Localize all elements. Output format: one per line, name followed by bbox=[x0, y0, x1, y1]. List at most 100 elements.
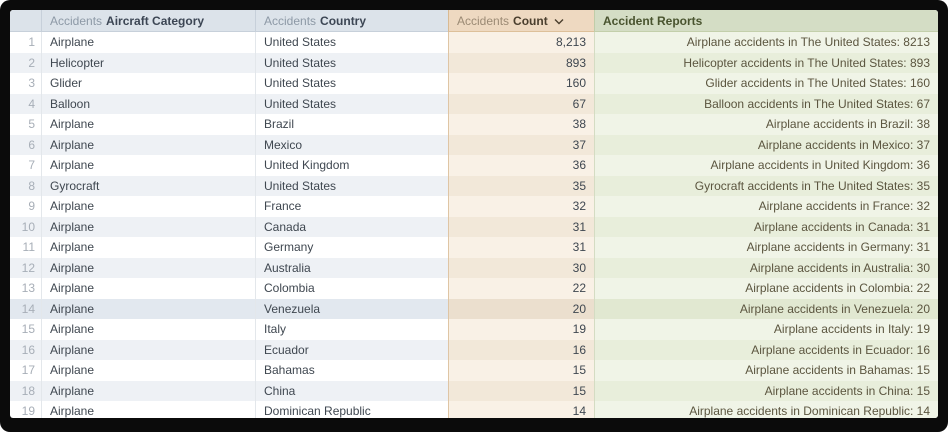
cell-count: 160 bbox=[448, 73, 594, 94]
cell-count: 38 bbox=[448, 114, 594, 135]
cell-country: Bahamas bbox=[264, 363, 315, 377]
cell-country: France bbox=[264, 199, 302, 213]
cell-row-number: 17 bbox=[10, 360, 42, 381]
cell-report: Airplane accidents in Brazil: 38 bbox=[594, 114, 938, 135]
cell-country: United States bbox=[264, 55, 337, 70]
cell-report: Airplane accidents in United Kingdom: 36 bbox=[594, 155, 938, 176]
table-row[interactable]: 14 Airplane Venezuela 20 Airplane accidents … bbox=[10, 298, 938, 319]
cell-row-number: 1 bbox=[10, 32, 42, 53]
cell-report: Airplane accidents in Germany: 31 bbox=[594, 237, 938, 258]
cell-count: 15 bbox=[448, 360, 594, 381]
cell-aircraft-category: Airplane bbox=[42, 114, 256, 135]
cell-country: Ecuador bbox=[264, 342, 309, 357]
header-label: Country bbox=[320, 13, 367, 28]
cell-country: United Kingdom bbox=[264, 158, 350, 172]
header-row-number bbox=[10, 10, 42, 32]
table-row[interactable]: 12 Airplane Australia 30 Airplane accidents … bbox=[10, 257, 938, 278]
cell-row-number: 4 bbox=[10, 93, 42, 114]
cell-count: 16 bbox=[448, 339, 594, 360]
cell-count: 22 bbox=[448, 278, 594, 299]
accidents-data-table: Accidents Aircraft Category Accidents Co… bbox=[10, 10, 938, 418]
cell-aircraft-category: Airplane bbox=[42, 360, 256, 381]
cell-report: Airplane accidents in China: 15 bbox=[594, 380, 938, 401]
table-row[interactable]: 16 Airplane Ecuador 16 Airplane accidents in… bbox=[10, 339, 938, 360]
cell-aircraft-category: Airplane bbox=[42, 155, 256, 176]
cell-row-number: 14 bbox=[10, 298, 42, 319]
cell-country: Mexico bbox=[264, 137, 303, 152]
cell-report: Airplane accidents in Dominican Republic… bbox=[594, 401, 938, 418]
cell-country: Canada bbox=[264, 219, 307, 234]
cell-count: 15 bbox=[448, 380, 594, 401]
header-accident-reports[interactable]: Accident Reports bbox=[594, 10, 938, 32]
table-row[interactable]: 6 Airplane Mexico 37 Airplane accidents in M… bbox=[10, 134, 938, 155]
table-row[interactable]: 9 Airplane France 32 Airplane accidents in F… bbox=[10, 196, 938, 217]
table-row[interactable]: 17 Airplane Bahamas 15 Airplane accidents in… bbox=[10, 360, 938, 381]
cell-row-number: 3 bbox=[10, 73, 42, 94]
cell-aircraft-category: Airplane bbox=[42, 216, 256, 237]
cell-row-number: 16 bbox=[10, 339, 42, 360]
cell-country: United States bbox=[264, 178, 337, 193]
cell-aircraft-category: Airplane bbox=[42, 401, 256, 418]
cell-report: Airplane accidents in Colombia: 22 bbox=[594, 278, 938, 299]
header-label: Accident Reports bbox=[603, 13, 703, 28]
cell-aircraft-category: Airplane bbox=[42, 319, 256, 340]
cell-report: Airplane accidents in Mexico: 37 bbox=[594, 134, 938, 155]
header-prefix: Accidents bbox=[264, 13, 317, 28]
cell-country: Venezuela bbox=[264, 301, 321, 316]
cell-report: Balloon accidents in The United States: … bbox=[594, 93, 938, 114]
cell-count: 30 bbox=[448, 257, 594, 278]
cell-count: 36 bbox=[448, 155, 594, 176]
header-count[interactable]: Accidents Count bbox=[448, 10, 594, 32]
table-row[interactable]: 3 Glider United States 160 Glider accidents … bbox=[10, 73, 938, 94]
cell-country: Dominican Republic bbox=[264, 404, 371, 418]
cell-aircraft-category: Airplane bbox=[42, 298, 256, 319]
cell-country: Brazil bbox=[264, 117, 295, 131]
cell-row-number: 9 bbox=[10, 196, 42, 217]
table-row[interactable]: 1 Airplane United States 8,213 Airplane acci… bbox=[10, 32, 938, 53]
sort-desc-icon[interactable] bbox=[554, 10, 564, 31]
cell-country: United States bbox=[264, 35, 337, 49]
header-aircraft-category[interactable]: Accidents Aircraft Category bbox=[42, 10, 256, 32]
cell-row-number: 19 bbox=[10, 401, 42, 418]
table-row[interactable]: 4 Balloon United States 67 Balloon accidents… bbox=[10, 93, 938, 114]
cell-country: United States bbox=[264, 76, 337, 90]
cell-count: 32 bbox=[448, 196, 594, 217]
cell-aircraft-category: Glider bbox=[42, 73, 256, 94]
cell-report: Airplane accidents in Italy: 19 bbox=[594, 319, 938, 340]
table-row[interactable]: 8 Gyrocraft United States 35 Gyrocraft accid… bbox=[10, 175, 938, 196]
table-row[interactable]: 5 Airplane Brazil 38 Airplane accidents in B… bbox=[10, 114, 938, 135]
table-row[interactable]: 11 Airplane Germany 31 Airplane accidents in… bbox=[10, 237, 938, 258]
cell-aircraft-category: Airplane bbox=[42, 237, 256, 258]
cell-report: Glider accidents in The United States: 1… bbox=[594, 73, 938, 94]
cell-aircraft-category: Helicopter bbox=[42, 52, 256, 73]
cell-country: Australia bbox=[264, 260, 311, 275]
cell-count: 8,213 bbox=[448, 32, 594, 53]
cell-count: 19 bbox=[448, 319, 594, 340]
cell-row-number: 18 bbox=[10, 380, 42, 401]
cell-count: 31 bbox=[448, 216, 594, 237]
cell-country: China bbox=[264, 383, 296, 398]
cell-aircraft-category: Airplane bbox=[42, 278, 256, 299]
table-header: Accidents Aircraft Category Accidents Co… bbox=[10, 10, 938, 32]
cell-aircraft-category: Airplane bbox=[42, 134, 256, 155]
table-row[interactable]: 19 Airplane Dominican Republic 14 Airplane a… bbox=[10, 401, 938, 418]
table-body: 1 Airplane United States 8,213 Airplane acci… bbox=[10, 32, 938, 418]
cell-report: Airplane accidents in The United States:… bbox=[594, 32, 938, 53]
cell-aircraft-category: Airplane bbox=[42, 380, 256, 401]
table-row[interactable]: 2 Helicopter United States 893 Helicopter ac… bbox=[10, 52, 938, 73]
cell-row-number: 6 bbox=[10, 134, 42, 155]
cell-aircraft-category: Airplane bbox=[42, 32, 256, 53]
cell-row-number: 7 bbox=[10, 155, 42, 176]
cell-aircraft-category: Balloon bbox=[42, 93, 256, 114]
cell-count: 35 bbox=[448, 175, 594, 196]
table-row[interactable]: 13 Airplane Colombia 22 Airplane accidents i… bbox=[10, 278, 938, 299]
cell-report: Helicopter accidents in The United State… bbox=[594, 52, 938, 73]
header-label: Count bbox=[513, 13, 548, 28]
table-row[interactable]: 10 Airplane Canada 31 Airplane accidents in … bbox=[10, 216, 938, 237]
cell-aircraft-category: Gyrocraft bbox=[42, 175, 256, 196]
table-row[interactable]: 7 Airplane United Kingdom 36 Airplane accide… bbox=[10, 155, 938, 176]
table-row[interactable]: 18 Airplane China 15 Airplane accidents in C… bbox=[10, 380, 938, 401]
header-country[interactable]: Accidents Country bbox=[256, 10, 448, 32]
table-row[interactable]: 15 Airplane Italy 19 Airplane accidents in I… bbox=[10, 319, 938, 340]
